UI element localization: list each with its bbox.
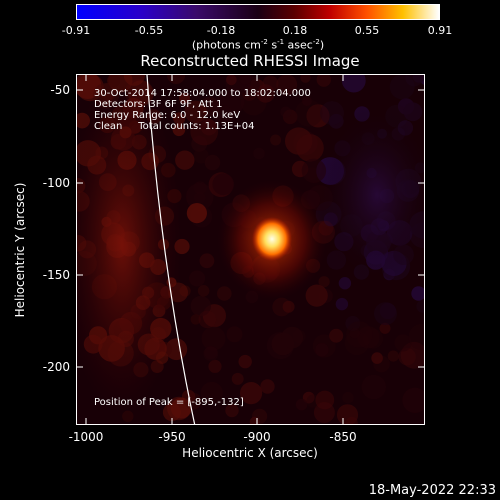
left-emission bbox=[77, 75, 182, 415]
unit-exp: -2 bbox=[312, 38, 320, 46]
unit-part: ) bbox=[319, 38, 325, 52]
colorbar-tick: 0.55 bbox=[354, 24, 380, 37]
x-axis-title: Heliocentric X (arcsec) bbox=[182, 446, 318, 460]
colorbar-tick: 0.18 bbox=[282, 24, 308, 37]
unit-part: s bbox=[267, 38, 278, 52]
x-tick-label: -850 bbox=[329, 430, 357, 444]
y-tick-label: -200 bbox=[42, 360, 70, 374]
timestamp: 18-May-2022 22:33 bbox=[368, 483, 496, 498]
colorbar-tick: -0.91 bbox=[61, 24, 91, 37]
flare-source bbox=[252, 217, 292, 261]
colorbar-unit: (photons cm-2 s-1 asec-2) bbox=[192, 38, 324, 52]
y-tick-label: -150 bbox=[42, 268, 70, 282]
info-detectors: Detectors: 3F 6F 9F, Att 1 bbox=[94, 99, 223, 110]
info-clean-counts: Clean Total counts: 1.13E+04 bbox=[94, 121, 255, 132]
x-tick-label: -1000 bbox=[68, 430, 104, 444]
x-tick-label: -950 bbox=[158, 430, 186, 444]
unit-exp: -2 bbox=[260, 38, 268, 46]
colorbar-tick: 0.91 bbox=[427, 24, 453, 37]
x-tick-label: -900 bbox=[243, 430, 271, 444]
plot-title: Reconstructed RHESSI Image bbox=[140, 52, 360, 70]
y-tick-label: -50 bbox=[50, 83, 70, 97]
info-energy-range: Energy Range: 6.0 - 12.0 keV bbox=[94, 110, 241, 121]
violet-region bbox=[317, 105, 424, 285]
unit-part: (photons cm bbox=[191, 38, 261, 52]
unit-part: asec bbox=[284, 38, 313, 52]
info-time-range: 30-Oct-2014 17:58:04.000 to 18:02:04.000 bbox=[94, 88, 311, 99]
colorbar-tick: -0.18 bbox=[206, 24, 236, 37]
image-plot: 30-Oct-2014 17:58:04.000 to 18:02:04.000… bbox=[76, 74, 425, 425]
solar-limb-line bbox=[146, 75, 196, 424]
colorbar bbox=[76, 4, 440, 20]
y-tick-label: -100 bbox=[42, 176, 70, 190]
rhessi-image bbox=[77, 75, 424, 424]
unit-exp: -1 bbox=[277, 38, 285, 46]
info-peak-position: Position of Peak = [-895,-132] bbox=[94, 397, 244, 408]
colorbar-tick: -0.55 bbox=[134, 24, 164, 37]
y-axis-title: Heliocentric Y (arcsec) bbox=[13, 182, 27, 318]
